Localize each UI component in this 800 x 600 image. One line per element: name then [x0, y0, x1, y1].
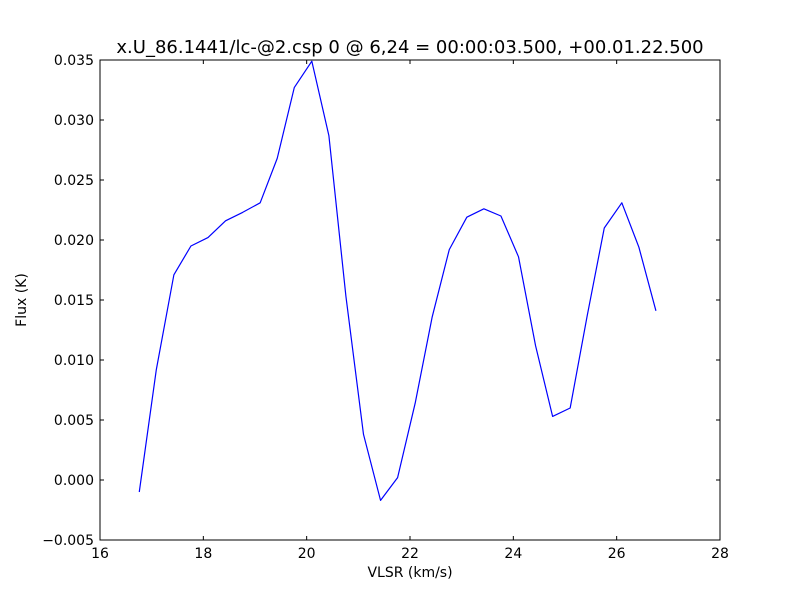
- y-tick-label: 0.015: [54, 293, 94, 309]
- x-tick-label: 20: [298, 546, 316, 562]
- x-axis-label: VLSR (km/s): [367, 565, 452, 581]
- y-tick-label: 0.010: [54, 353, 94, 369]
- series-line-0: [138, 60, 657, 501]
- chart-title: x.U_86.1441/lc-@2.csp 0 @ 6,24 = 00:00:0…: [116, 37, 703, 58]
- y-tick-label: 0.025: [54, 173, 94, 189]
- x-tick-label: 28: [711, 546, 729, 562]
- x-tick-label: 24: [504, 546, 522, 562]
- x-tick-label: 26: [608, 546, 626, 562]
- x-tick-label: 16: [91, 546, 109, 562]
- y-tick-label: 0.000: [54, 473, 94, 489]
- plot-frame: [99, 59, 721, 541]
- plot-area: [100, 60, 720, 540]
- tick-layer: 16 18 20 22 24 26 28 −0.005 0.000 0.005 0.010 0.015…: [42, 53, 729, 562]
- y-tick-label: 0.005: [54, 413, 94, 429]
- y-tick-label: 0.020: [54, 233, 94, 249]
- y-tick-label: −0.005: [42, 533, 94, 549]
- y-axis-label: Flux (K): [14, 273, 30, 327]
- y-tick-label: 0.030: [54, 113, 94, 129]
- series-layer: [138, 60, 657, 501]
- x-tick-label: 22: [401, 546, 419, 562]
- x-tick-label: 18: [194, 546, 212, 562]
- y-tick-label: 0.035: [54, 53, 94, 69]
